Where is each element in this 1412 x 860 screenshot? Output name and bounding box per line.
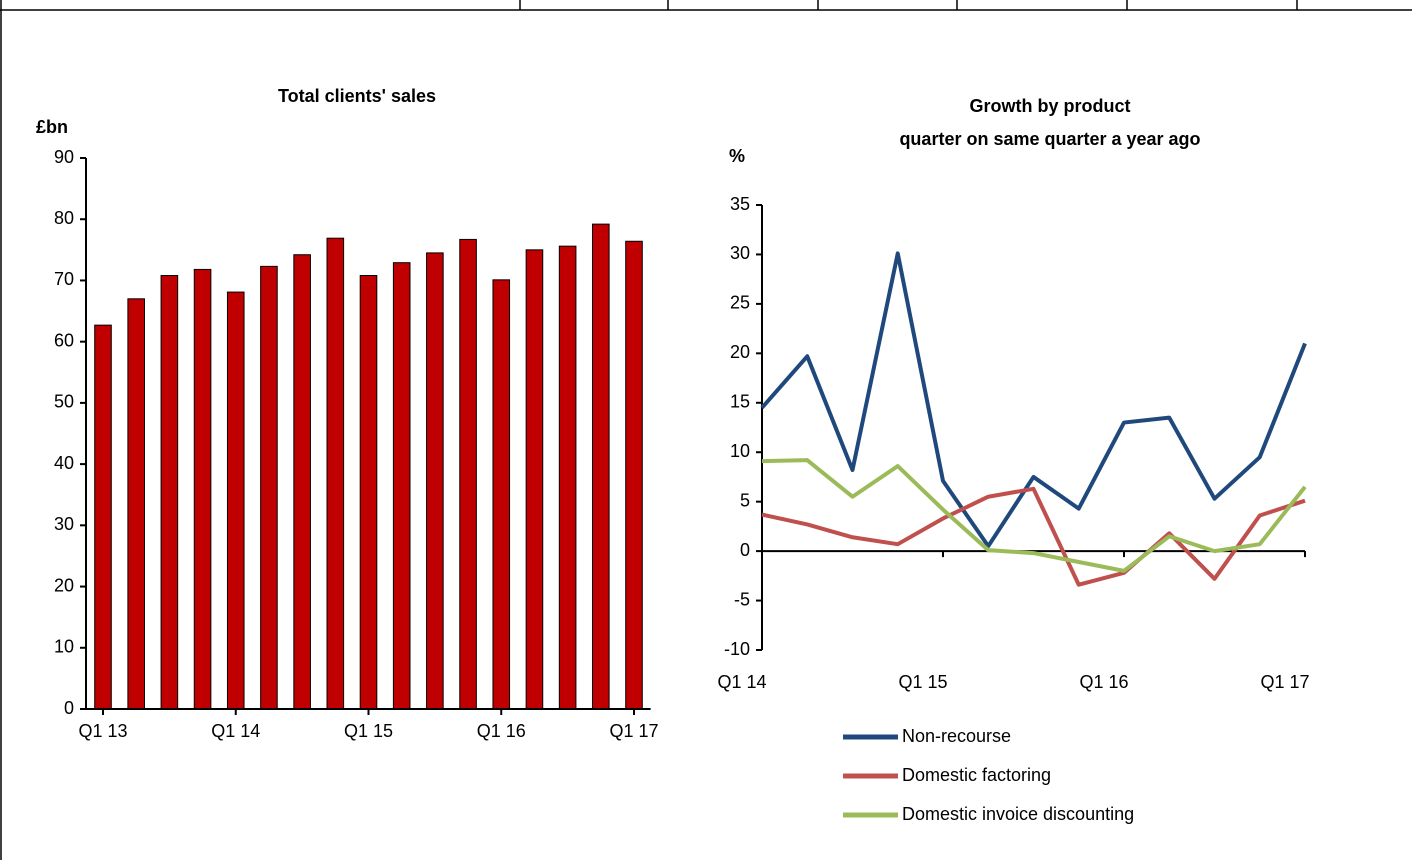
legend-label: Domestic factoring xyxy=(902,765,1051,785)
x-tick-label: Q1 16 xyxy=(477,721,526,741)
y-tick-label: 70 xyxy=(54,269,74,289)
x-tick-label: Q1 16 xyxy=(1079,672,1128,692)
y-tick-label: 25 xyxy=(730,293,750,313)
bar xyxy=(193,268,212,710)
legend-label: Domestic invoice discounting xyxy=(902,804,1134,824)
y-tick-label: 10 xyxy=(730,441,750,461)
bar xyxy=(459,238,477,710)
x-tick-label: Q1 17 xyxy=(1260,672,1309,692)
bar xyxy=(426,252,444,710)
x-tick-label: Q1 17 xyxy=(609,721,658,741)
y-tick-label: 10 xyxy=(54,637,74,657)
y-tick-label: 90 xyxy=(54,147,74,167)
y-tick-label: 40 xyxy=(54,453,74,473)
bar xyxy=(293,254,311,710)
bar xyxy=(558,245,577,710)
series-line xyxy=(761,458,1307,573)
legend-label: Non-recourse xyxy=(902,726,1011,746)
x-tick-label: Q1 13 xyxy=(78,721,127,741)
y-axis-label: £bn xyxy=(36,117,68,137)
y-tick-label: 0 xyxy=(64,698,74,718)
bar xyxy=(392,262,411,710)
bar xyxy=(260,265,278,710)
chart-title: Growth by product xyxy=(970,96,1131,116)
y-tick-label: 5 xyxy=(740,490,750,510)
y-tick-label: 30 xyxy=(730,243,750,263)
series-line xyxy=(761,486,1306,587)
x-tick-label: Q1 14 xyxy=(211,721,260,741)
y-tick-label: 35 xyxy=(730,194,750,214)
bar xyxy=(492,279,511,710)
series-line xyxy=(760,251,1307,549)
y-tick-label: 80 xyxy=(54,208,74,228)
bar xyxy=(127,298,145,710)
x-tick-label: Q1 15 xyxy=(344,721,393,741)
y-tick-label: -10 xyxy=(724,639,750,659)
y-tick-label: 15 xyxy=(730,392,750,412)
bar xyxy=(94,324,112,710)
bar xyxy=(326,237,345,710)
x-tick-label: Q1 15 xyxy=(898,672,947,692)
bar xyxy=(359,275,378,710)
y-tick-label: 30 xyxy=(54,514,74,534)
y-tick-label: 0 xyxy=(740,540,750,560)
y-tick-label: -5 xyxy=(734,589,750,609)
chart-title: Total clients' sales xyxy=(278,86,436,106)
x-tick-label: Q1 14 xyxy=(717,672,766,692)
y-tick-label: 20 xyxy=(730,342,750,362)
chart-subtitle: quarter on same quarter a year ago xyxy=(899,129,1200,149)
bar xyxy=(592,223,610,710)
bar xyxy=(525,249,544,710)
bar xyxy=(160,275,179,710)
y-tick-label: 50 xyxy=(54,392,74,412)
y-axis-label: % xyxy=(729,146,745,166)
y-tick-label: 20 xyxy=(54,575,74,595)
bar xyxy=(226,291,245,710)
bar xyxy=(625,240,643,710)
y-tick-label: 60 xyxy=(54,330,74,350)
